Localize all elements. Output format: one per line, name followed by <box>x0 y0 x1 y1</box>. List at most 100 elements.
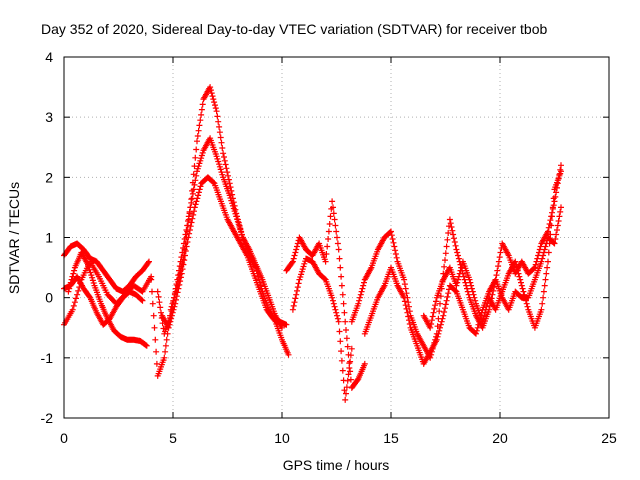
data-point <box>550 239 557 246</box>
data-point <box>402 285 409 292</box>
data-point <box>89 274 96 281</box>
data-point <box>216 129 223 136</box>
data-point <box>197 117 204 124</box>
data-point <box>338 357 345 364</box>
data-point <box>444 293 451 300</box>
data-point <box>522 297 529 304</box>
data-point <box>221 157 228 164</box>
data-point <box>455 276 461 283</box>
data-point <box>344 377 351 384</box>
data-point <box>330 300 337 307</box>
data-point <box>173 281 180 288</box>
data-point <box>544 264 551 271</box>
data-point <box>218 139 225 146</box>
data-point <box>289 306 296 313</box>
data-point <box>356 294 363 301</box>
data-point <box>361 279 367 286</box>
data-point <box>437 300 443 307</box>
data-point <box>337 264 344 271</box>
data-point <box>406 321 413 327</box>
data-point <box>436 308 443 315</box>
data-point <box>145 259 152 266</box>
data-point <box>176 263 183 270</box>
data-point <box>338 282 345 289</box>
data-point <box>209 93 216 100</box>
data-point <box>177 278 184 285</box>
data-point <box>406 317 412 324</box>
data-point <box>547 217 554 224</box>
data-point <box>346 365 353 371</box>
data-point <box>298 271 305 278</box>
data-point <box>225 172 231 179</box>
data-point <box>216 123 223 130</box>
data-point <box>518 282 525 289</box>
data-point <box>450 235 457 242</box>
data-point <box>521 291 528 298</box>
data-point <box>438 318 445 325</box>
data-point <box>523 300 530 307</box>
data-point <box>359 285 366 292</box>
data-point <box>538 306 545 313</box>
data-point <box>524 303 531 310</box>
data-point <box>178 254 185 261</box>
data-point <box>166 321 173 328</box>
x-tick-label: 0 <box>60 430 68 446</box>
data-point <box>158 309 164 316</box>
data-point <box>173 293 180 300</box>
data-point <box>323 251 330 257</box>
data-point <box>162 342 169 349</box>
data-point <box>71 299 78 306</box>
data-point <box>195 189 202 196</box>
data-point <box>442 305 448 312</box>
data-point <box>558 168 564 175</box>
data-point <box>153 360 160 367</box>
data-point <box>513 261 520 268</box>
data-point <box>540 288 547 295</box>
data-point <box>329 294 336 301</box>
data-point <box>214 113 221 120</box>
data-point <box>450 231 457 238</box>
data-point <box>182 231 189 238</box>
data-point <box>155 293 162 300</box>
data-point <box>177 258 184 265</box>
data-point <box>163 336 170 343</box>
data-point <box>558 204 564 211</box>
data-point <box>433 336 440 343</box>
data-point <box>437 324 443 331</box>
data-point <box>473 327 480 334</box>
points-layer <box>61 84 564 403</box>
data-point <box>168 315 175 322</box>
data-point <box>165 324 172 331</box>
data-point <box>341 309 348 316</box>
data-point <box>457 267 464 274</box>
data-point <box>343 390 349 397</box>
x-tick-label: 25 <box>601 430 617 446</box>
data-point <box>495 258 502 265</box>
data-point <box>392 247 399 254</box>
data-point <box>198 106 205 113</box>
x-tick-label: 10 <box>274 430 290 446</box>
data-point <box>479 318 486 325</box>
data-point <box>330 204 336 211</box>
data-point <box>442 257 448 264</box>
data-point <box>442 250 449 257</box>
data-point <box>553 231 560 238</box>
data-point <box>437 321 444 328</box>
data-point <box>184 222 191 229</box>
data-point <box>458 264 465 271</box>
data-point <box>196 186 203 193</box>
data-point <box>513 264 520 271</box>
data-point <box>467 279 474 286</box>
data-point <box>539 255 546 262</box>
data-point <box>517 276 524 283</box>
data-point <box>357 291 364 298</box>
data-point <box>446 216 453 223</box>
data-point <box>193 172 200 179</box>
data-point <box>331 303 338 310</box>
data-point <box>70 302 77 309</box>
data-point <box>391 243 398 250</box>
data-point <box>401 294 408 301</box>
data-point <box>427 324 434 331</box>
data-point <box>193 198 200 205</box>
data-point <box>532 261 539 268</box>
